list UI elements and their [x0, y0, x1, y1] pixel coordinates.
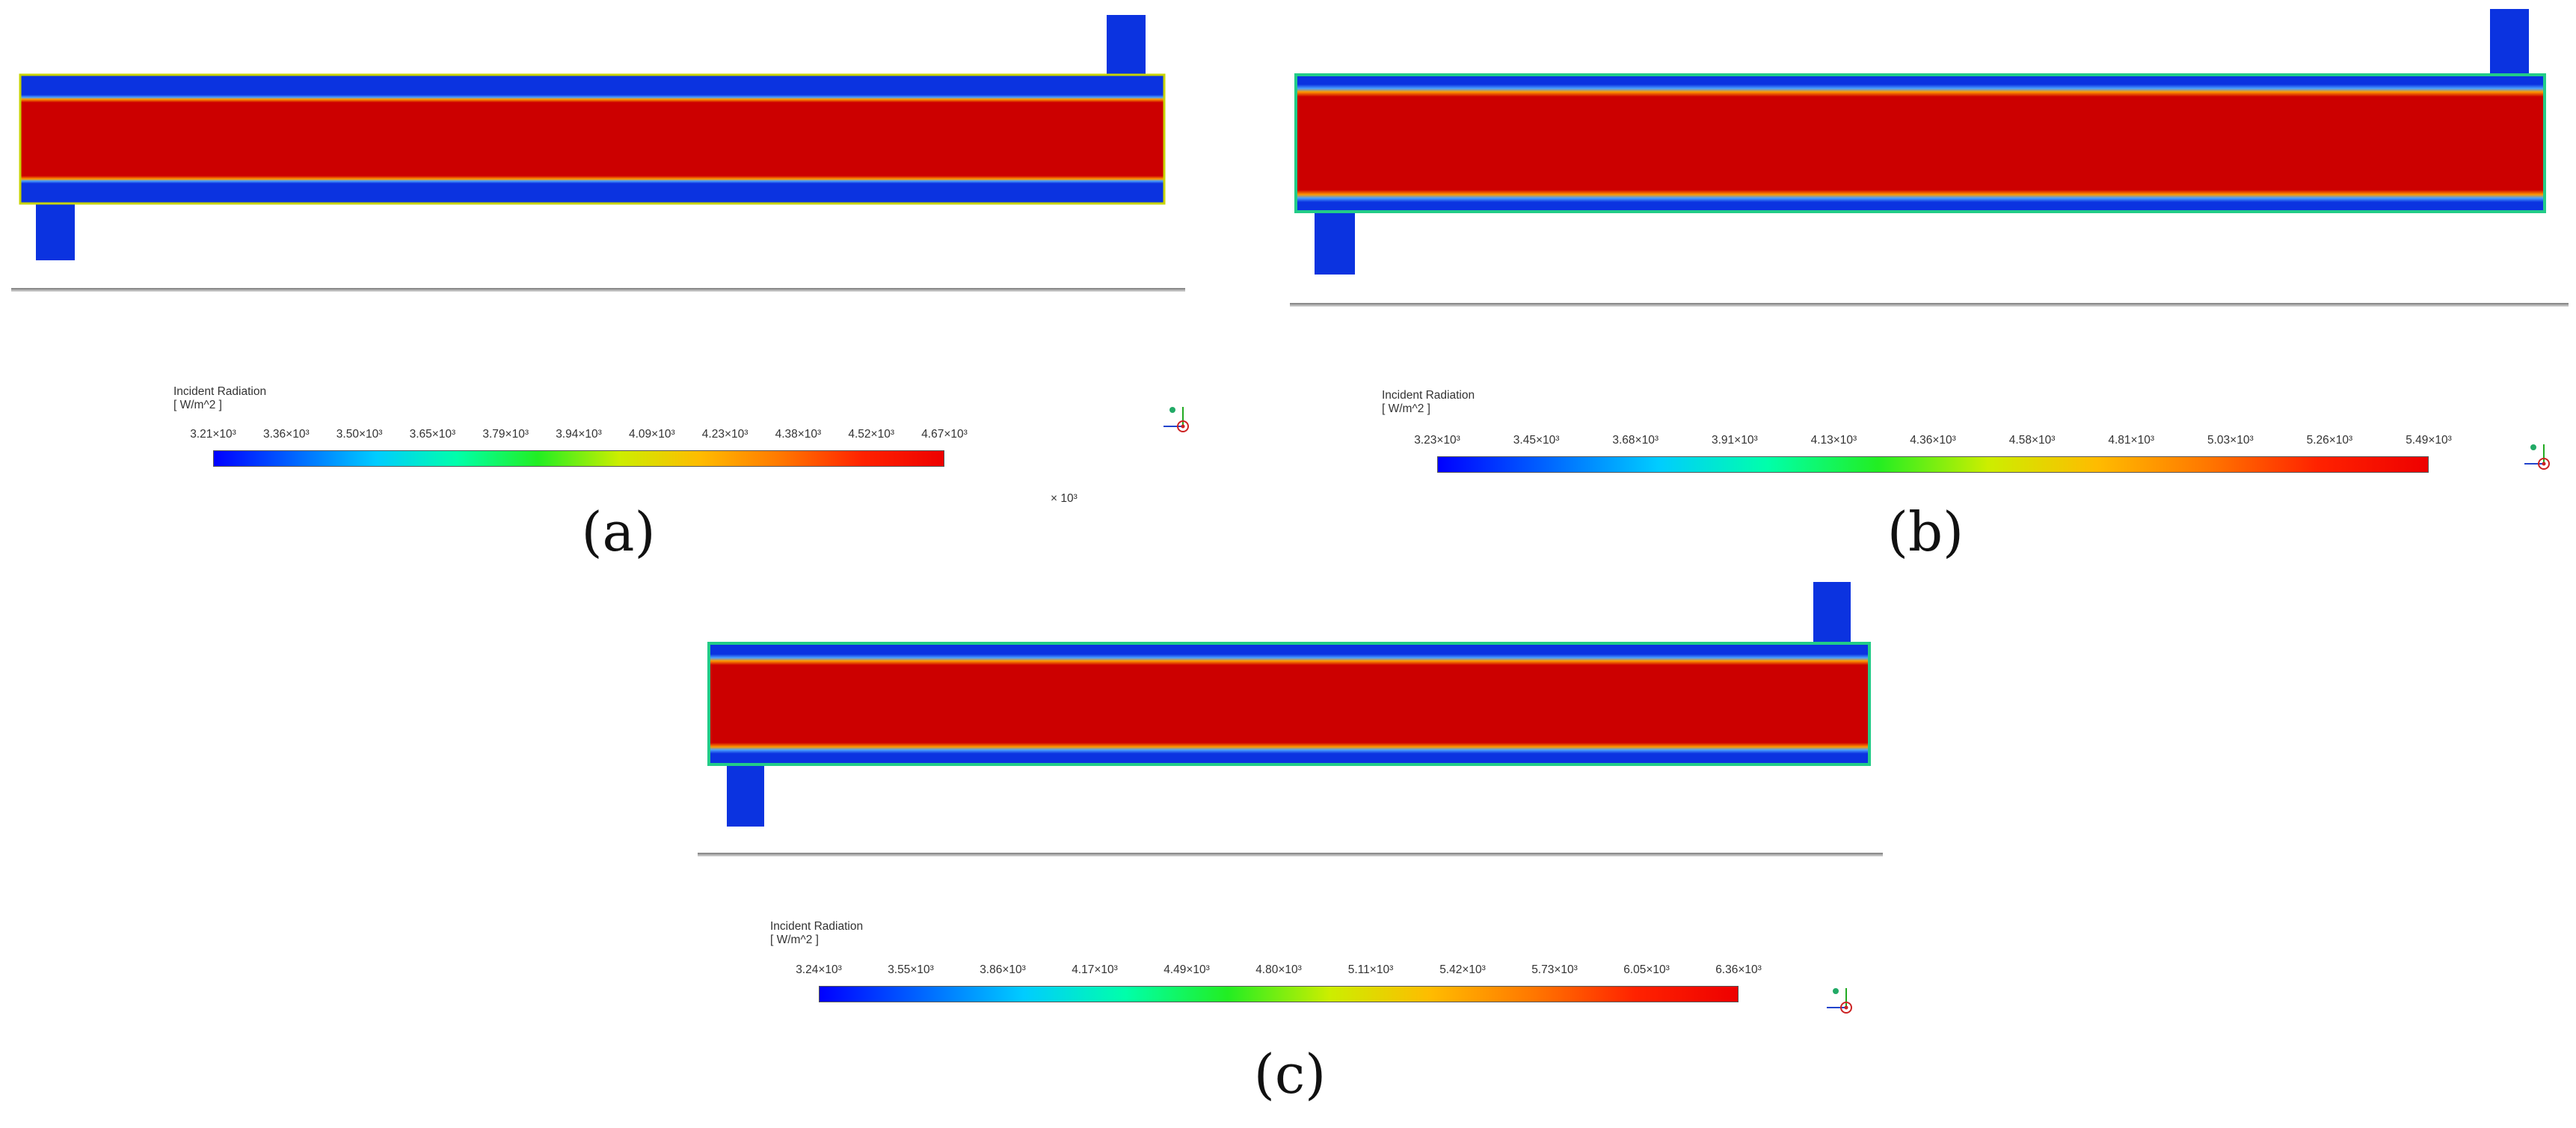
- colorbar-tick-label: 4.58×10³: [2008, 434, 2056, 447]
- shadow-line: [698, 853, 1883, 856]
- outlet-nozzle: [2490, 9, 2529, 84]
- colorbar-tick-label: 6.05×10³: [1623, 963, 1670, 976]
- colorbar-tick-label: 4.13×10³: [1810, 434, 1857, 447]
- panel-b: Incident Radiation [ W/m^2 ] 3.23×10³ 3.4…: [1271, 0, 2576, 568]
- colorbar-tick-label: 5.49×10³: [2406, 434, 2452, 447]
- panel-label-b: (b): [1887, 500, 1964, 563]
- colorbar-tick-label: 4.23×10³: [701, 428, 748, 441]
- inlet-nozzle: [1315, 202, 1355, 275]
- colorbar-title-b: Incident Radiation [ W/m^2 ]: [1382, 389, 1475, 416]
- colorbar-title-a: Incident Radiation [ W/m^2 ]: [173, 385, 266, 412]
- colorbar-tick-label: 5.26×10³: [2306, 434, 2353, 447]
- colorbar-tick-label: 3.94×10³: [556, 428, 602, 441]
- axes-triad-icon-a: [1163, 407, 1189, 432]
- colorbar-tick-label: 4.52×10³: [848, 428, 894, 441]
- colorbar-tick-label: 4.17×10³: [1072, 963, 1118, 976]
- colorbar-unit-text: [ W/m^2 ]: [1382, 402, 1430, 415]
- colorbar-c: [819, 986, 1739, 1002]
- colorbar-tick-label: 4.80×10³: [1255, 963, 1302, 976]
- colorbar-multiplier-a: × 10³: [1051, 492, 1078, 505]
- colorbar-tick-label: 3.86×10³: [980, 963, 1026, 976]
- pipe-contour-c: [698, 582, 1883, 856]
- colorbar-tick-label: 4.81×10³: [2108, 434, 2154, 447]
- colorbar-b: [1437, 456, 2429, 473]
- colorbar-title-text: Incident Radiation: [173, 385, 267, 398]
- pipe-contour-b: [1290, 9, 2569, 307]
- colorbar-tick-label: 4.38×10³: [775, 428, 822, 441]
- colorbar-tick-label: 4.67×10³: [921, 428, 968, 441]
- colorbar-tick-label: 3.21×10³: [190, 428, 236, 441]
- colorbar-tick-label: 3.45×10³: [1513, 434, 1560, 447]
- axes-triad-icon-b: [2524, 444, 2550, 470]
- colorbar-title-text: Incident Radiation: [1382, 389, 1475, 402]
- colorbar-tick-label: 4.09×10³: [628, 428, 675, 441]
- axes-triad-icon-c: [1827, 988, 1852, 1014]
- colorbar-unit-text: [ W/m^2 ]: [173, 399, 222, 411]
- colorbar-title-text: Incident Radiation: [770, 920, 864, 933]
- pipe-body: [1294, 73, 2546, 213]
- colorbar-tick-label: 5.42×10³: [1439, 963, 1486, 976]
- colorbar-ticks-a: 3.21×10³ 3.36×10³ 3.50×10³ 3.65×10³ 3.79×10³…: [190, 428, 968, 444]
- colorbar-ticks-c: 3.24×10³ 3.55×10³ 3.86×10³ 4.17×10³ 4.49×10³…: [796, 963, 1762, 980]
- outlet-nozzle: [1107, 15, 1146, 82]
- outlet-nozzle: [1813, 582, 1851, 653]
- pipe-body: [707, 642, 1871, 766]
- shadow-line: [11, 288, 1185, 292]
- colorbar-tick-label: 3.36×10³: [262, 428, 310, 441]
- colorbar-tick-label: 4.36×10³: [1910, 434, 1956, 447]
- colorbar-title-c: Incident Radiation [ W/m^2 ]: [770, 920, 863, 947]
- colorbar-tick-label: 5.11×10³: [1347, 963, 1394, 976]
- colorbar-tick-label: 3.55×10³: [888, 963, 934, 976]
- colorbar-tick-label: 3.50×10³: [336, 428, 383, 441]
- pipe-contour-a: [11, 15, 1185, 292]
- colorbar-tick-label: 6.36×10³: [1715, 963, 1762, 976]
- colorbar-a: [213, 450, 944, 467]
- panel-label-c: (c): [1253, 1043, 1327, 1106]
- colorbar-ticks-b: 3.23×10³ 3.45×10³ 3.68×10³ 3.91×10³ 4.13×10³…: [1414, 434, 2452, 450]
- inlet-nozzle: [727, 759, 764, 827]
- colorbar-tick-label: 5.73×10³: [1531, 963, 1578, 976]
- panel-a: Incident Radiation [ W/m^2 ] 3.21×10³ 3.3…: [0, 0, 1271, 568]
- panel-c: Incident Radiation [ W/m^2 ] 3.24×10³ 3.5…: [673, 568, 1944, 1128]
- colorbar-tick-label: 3.68×10³: [1612, 434, 1659, 447]
- colorbar-tick-label: 3.23×10³: [1414, 434, 1460, 447]
- colorbar-tick-label: 3.79×10³: [482, 428, 529, 441]
- pipe-body: [19, 73, 1166, 205]
- shadow-line: [1290, 303, 2569, 307]
- panel-label-a: (a): [581, 500, 656, 563]
- colorbar-tick-label: 3.65×10³: [409, 428, 456, 441]
- colorbar-tick-label: 5.03×10³: [2207, 434, 2254, 447]
- colorbar-tick-label: 3.91×10³: [1711, 434, 1758, 447]
- colorbar-tick-label: 3.24×10³: [796, 963, 842, 976]
- colorbar-unit-text: [ W/m^2 ]: [770, 934, 819, 946]
- colorbar-tick-label: 4.49×10³: [1163, 963, 1210, 976]
